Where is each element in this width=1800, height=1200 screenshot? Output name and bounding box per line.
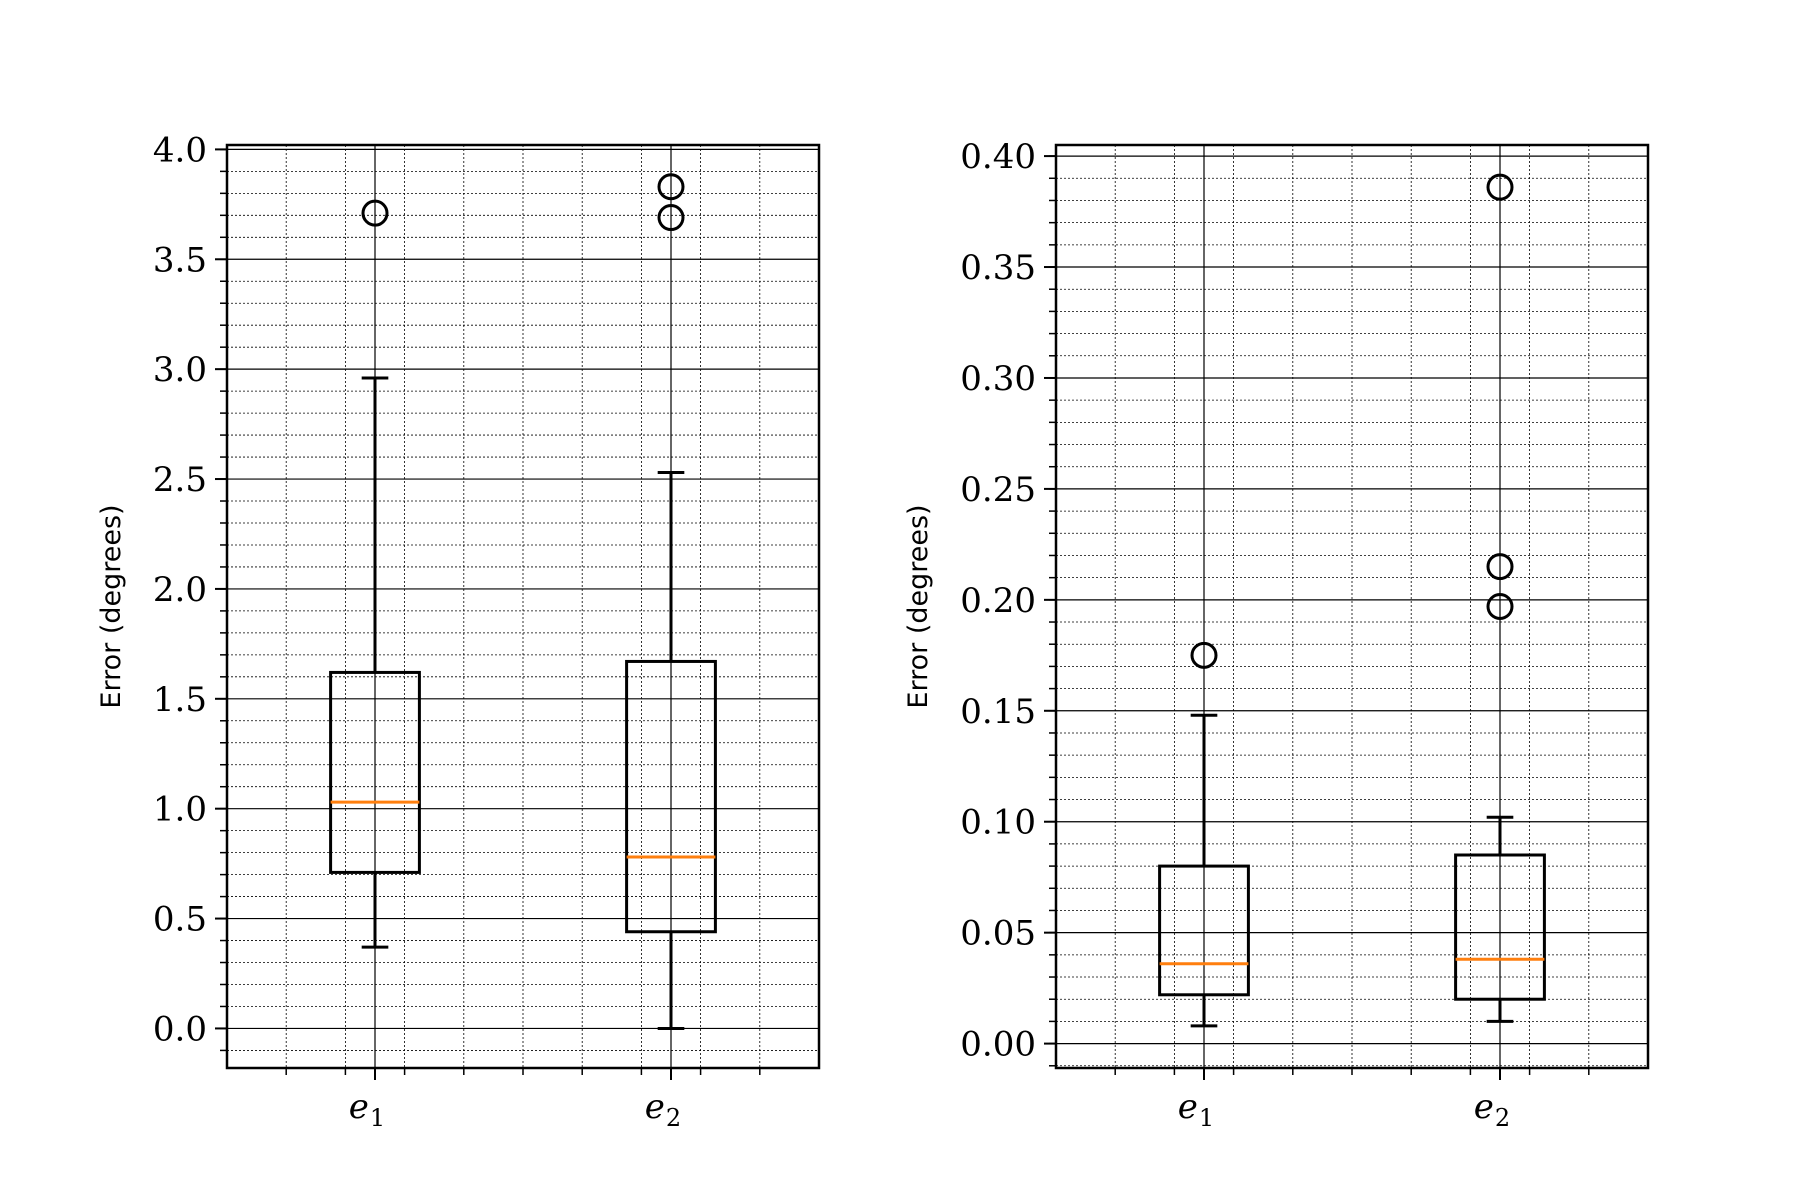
y-tick-label: 3.5: [153, 240, 207, 280]
y-tick-label: 0.35: [960, 248, 1036, 288]
box-rect: [1158, 864, 1250, 997]
x-tick-label: e1: [349, 1087, 385, 1132]
x-tick-subscript: 2: [1495, 1104, 1510, 1132]
y-tick-label: 0.25: [960, 470, 1036, 510]
box-plot-1: [1158, 641, 1250, 1028]
y-tick-label: 0.30: [960, 359, 1036, 399]
box-plot-2: [625, 173, 717, 1030]
box-rect: [625, 659, 717, 934]
box-rect: [329, 670, 421, 874]
box-plot-2: [1454, 173, 1546, 1023]
outlier-point: [657, 173, 685, 201]
y-axis-label: Error (degrees): [96, 504, 127, 708]
y-tick-label: 0.5: [153, 900, 207, 940]
box-plot-panel-2: 0.00 0.05 0.10 0.15 0.20 0.25 0.30 0.35 0.40 e1 e2…: [903, 137, 1650, 1132]
outlier-point: [361, 199, 389, 227]
x-tick-label: e1: [1178, 1087, 1214, 1132]
outlier-point: [1486, 593, 1514, 620]
y-tick-label: 2.0: [153, 570, 207, 610]
y-tick-label: 1.5: [153, 680, 207, 720]
y-axis-label: Error (degrees): [903, 504, 934, 708]
box-rect: [1454, 853, 1546, 1001]
y-tick-label: 0.20: [960, 581, 1036, 621]
y-tick-label: 0.15: [960, 692, 1036, 732]
outlier-point: [1486, 553, 1514, 581]
x-tick-label: e2: [645, 1087, 681, 1132]
x-tick-subscript: 1: [370, 1104, 385, 1132]
y-tick-label: 3.0: [153, 350, 207, 390]
y-tick-label: 0.40: [960, 137, 1036, 177]
y-tick-label: 0.0: [153, 1009, 207, 1049]
y-tick-label: 0.10: [960, 803, 1036, 843]
outlier-point: [1486, 173, 1514, 201]
box-plot-1: [329, 199, 421, 949]
outlier-point: [1190, 641, 1218, 669]
x-tick-subscript: 1: [1199, 1104, 1214, 1132]
axes-frame: [225, 143, 821, 1070]
y-tick-label: 1.0: [153, 790, 207, 830]
y-tick-label: 2.5: [153, 460, 207, 500]
outlier-point: [657, 204, 685, 232]
y-tick-label: 4.0: [153, 130, 207, 170]
x-tick-label: e2: [1474, 1087, 1510, 1132]
y-tick-label: 0.05: [960, 914, 1036, 954]
box-plot-panel-1: 0.0 0.5 1.0 1.5 2.0 2.5 3.0 3.5 4.0 e1 e2 Error (de…: [96, 130, 821, 1132]
axes-frame: [1054, 143, 1650, 1070]
x-tick-subscript: 2: [666, 1104, 681, 1132]
y-tick-label: 0.00: [960, 1025, 1036, 1065]
